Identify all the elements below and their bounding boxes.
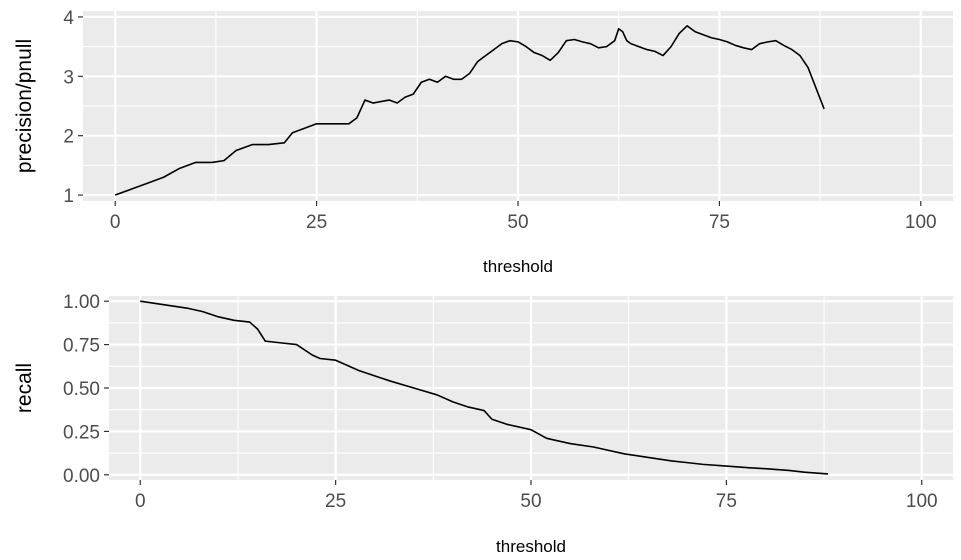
x-tick-label: 75	[716, 491, 737, 512]
x-tick-label: 100	[906, 491, 938, 512]
y-tick-label: 3	[63, 67, 74, 88]
y-tick-label: 0.50	[63, 379, 100, 400]
y-tick-label: 4	[63, 8, 74, 29]
x-tick-label: 0	[135, 491, 146, 512]
x-tick-label: 50	[520, 491, 541, 512]
series-line-0	[114, 25, 825, 196]
y-tick-label: 1.00	[63, 292, 100, 313]
x-tick-label: 25	[325, 491, 346, 512]
y-tick-label: 1	[63, 186, 74, 207]
x-tick-label: 50	[507, 212, 528, 233]
y-tick-label: 0.25	[63, 422, 100, 443]
x-tick-label: 0	[110, 212, 121, 233]
x-tick-label: 75	[709, 212, 730, 233]
precision-chart: 0 25 50 75 100 1 2 3 4 threshold precision/pnull	[13, 8, 953, 276]
y-axis-title: precision/pnull	[13, 39, 36, 173]
recall-chart: 0 25 50 75 100 0.00 0.25 0.50 0.75 1.00 threshold r…	[13, 292, 953, 556]
y-tick-label: 2	[63, 127, 74, 148]
x-axis-title: threshold	[483, 257, 553, 276]
x-tick-label: 25	[306, 212, 327, 233]
series-line-0	[140, 300, 829, 475]
x-tick-label: 100	[905, 212, 937, 233]
y-axis-title: recall	[13, 363, 36, 413]
y-tick-label: 0.75	[63, 336, 100, 357]
x-axis-title: threshold	[496, 537, 566, 556]
y-tick-label: 0.00	[63, 466, 100, 487]
